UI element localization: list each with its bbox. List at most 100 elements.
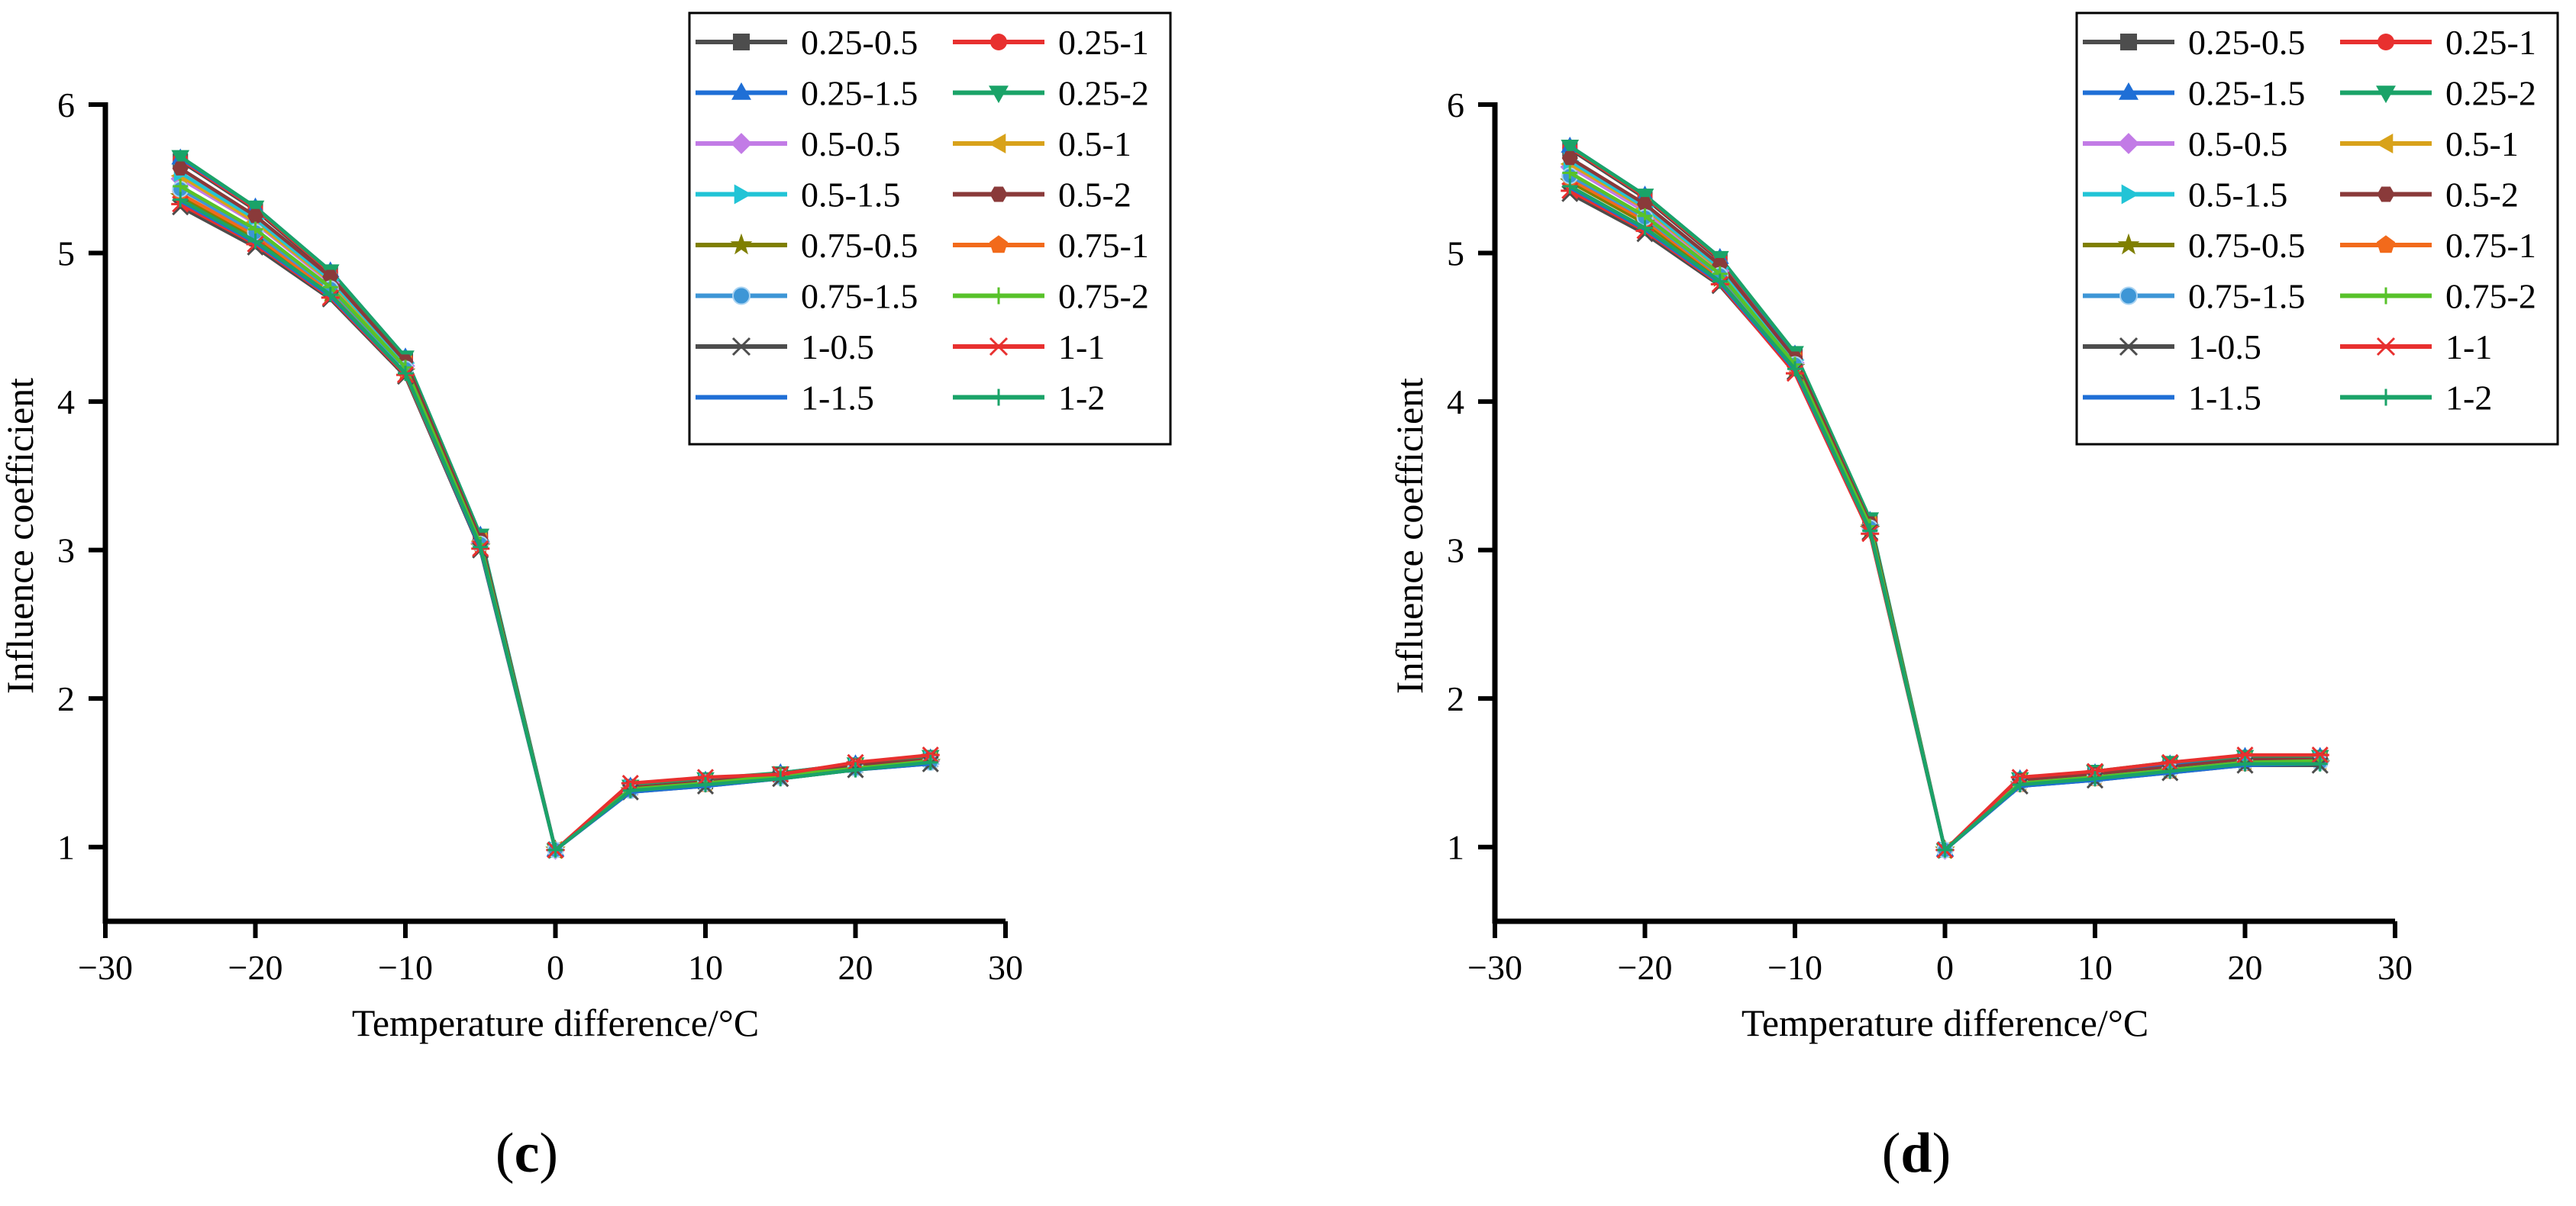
data-point — [246, 200, 265, 217]
x-tick-label: −30 — [1467, 948, 1522, 987]
legend-swatch-marker — [2375, 337, 2397, 356]
legend-entry-0.25-1: 0.25-1 — [2340, 23, 2536, 62]
data-point — [1937, 842, 1953, 858]
x-tick-label: 20 — [2228, 948, 2263, 987]
data-point — [247, 208, 264, 224]
x-tick-label: 30 — [988, 948, 1023, 987]
legend-label: 0.5-0.5 — [2188, 124, 2287, 163]
data-point — [2237, 756, 2253, 772]
legend-label: 0.75-0.5 — [801, 226, 918, 265]
legend-swatch-marker — [731, 337, 751, 356]
y-tick-label: 3 — [1447, 531, 1464, 570]
data-point — [2235, 746, 2255, 764]
panel-label-d: (d) — [1882, 1122, 1951, 1185]
legend-swatch-marker — [2119, 82, 2139, 100]
legend-label: 1-1.5 — [2188, 379, 2261, 418]
legend-label: 0.5-1.5 — [2188, 176, 2287, 214]
x-tick-label: 0 — [1936, 948, 1954, 987]
legend-entry-1-1.5: 1-1.5 — [2083, 379, 2261, 418]
data-point — [1635, 189, 1654, 205]
legend-swatch-marker — [990, 287, 1007, 305]
legend-label: 0.75-2 — [2445, 277, 2536, 316]
legend-entry-0.25-1.5: 0.25-1.5 — [2083, 74, 2305, 113]
y-tick-label: 2 — [57, 679, 75, 718]
legend-entry-0.25-1.5: 0.25-1.5 — [696, 74, 918, 113]
legend-label: 0.75-1 — [2445, 226, 2536, 265]
data-point — [473, 539, 489, 555]
legend-swatch-marker — [2377, 389, 2394, 406]
legend-swatch-marker — [2377, 287, 2394, 305]
data-point — [2162, 763, 2178, 779]
panel-label-d-letter: d — [1900, 1122, 1932, 1185]
data-point — [2310, 746, 2329, 764]
data-point — [2012, 777, 2028, 793]
legend-label: 0.5-2 — [1058, 176, 1131, 214]
legend-label: 1-1 — [2445, 327, 2492, 366]
legend-entry-1-1.5: 1-1.5 — [696, 379, 874, 418]
panel-label-c: (c) — [496, 1122, 558, 1185]
legend-entry-0.75-0.5: 0.75-0.5 — [696, 226, 918, 265]
legend-label: 0.75-1.5 — [801, 277, 918, 316]
legend-entry-0.5-2: 0.5-2 — [2340, 176, 2519, 214]
legend: 0.25-0.5 0.25-1 0.25-1.5 0.25-2 0.5-0.5 0.5-1… — [2075, 11, 2559, 446]
legend-swatch-marker — [2119, 286, 2138, 305]
legend-entry-0.75-1: 0.75-1 — [2340, 226, 2536, 265]
series-1-2 — [173, 192, 938, 858]
legend-swatch-marker — [989, 186, 1008, 202]
legend-entry-0.25-2: 0.25-2 — [2340, 74, 2536, 113]
legend-swatch-marker — [2119, 337, 2139, 356]
data-point — [2087, 771, 2103, 787]
y-tick-label: 6 — [57, 85, 75, 124]
legend-label: 0.25-1 — [1058, 23, 1149, 62]
legend-label: 1-0.5 — [2188, 327, 2261, 366]
legend-swatch-marker — [731, 82, 751, 100]
data-point — [171, 150, 190, 166]
chart-panel-c: −30 −20 −10 0 10 20 30 1 2 3 4 5 6 Temperature differ… — [0, 11, 1172, 1044]
data-point — [173, 179, 189, 194]
legend-entry-1-2: 1-2 — [2340, 379, 2492, 418]
x-axis-label: Temperature difference/°C — [1742, 1001, 2148, 1044]
legend-label: 0.25-0.5 — [2188, 23, 2305, 62]
legend-label: 0.5-1 — [1058, 124, 1131, 163]
x-tick-label: −10 — [1767, 948, 1822, 987]
legend-label: 0.75-0.5 — [2188, 226, 2305, 265]
data-point — [622, 782, 638, 798]
data-point — [698, 777, 713, 793]
legend-swatch-marker — [990, 34, 1007, 50]
data-point — [547, 842, 563, 858]
y-tick-label: 2 — [1447, 679, 1464, 718]
legend-swatch-marker — [990, 389, 1007, 406]
legend-label: 0.25-1 — [2445, 23, 2536, 62]
legend-swatch-marker — [988, 134, 1006, 153]
legend-entry-0.75-1: 0.75-1 — [953, 226, 1149, 265]
data-point — [173, 192, 189, 208]
legend-label: 0.25-1.5 — [801, 74, 918, 113]
series-1-2 — [1562, 179, 2328, 858]
y-tick-label: 3 — [57, 531, 75, 570]
data-point — [1562, 179, 1578, 194]
data-point — [2161, 753, 2180, 771]
legend-swatch-marker — [2118, 133, 2139, 154]
y-axis-label: Influence coefficient — [0, 378, 41, 694]
legend-swatch-marker — [2376, 235, 2396, 253]
data-point — [1562, 165, 1578, 181]
data-point — [847, 762, 864, 778]
legend: 0.25-0.5 0.25-1 0.25-1.5 0.25-2 0.5-0.5 0.5-1… — [688, 11, 1172, 446]
legend-swatch-marker — [734, 184, 752, 205]
data-point — [322, 287, 338, 303]
legend-entry-0.75-0.5: 0.75-0.5 — [2083, 226, 2305, 265]
x-tick-label: 30 — [2377, 948, 2413, 987]
chart-panel-d: −30 −20 −10 0 10 20 30 1 2 3 4 5 6 Temperature differ… — [1388, 11, 2559, 1044]
legend-entry-0.75-1.5: 0.75-1.5 — [696, 277, 918, 316]
x-tick-label: −30 — [78, 948, 133, 987]
legend-entry-0.25-2: 0.25-2 — [953, 74, 1149, 113]
x-tick-label: −10 — [378, 948, 433, 987]
panel-label-c-letter: c — [515, 1122, 540, 1185]
legend-box — [2075, 11, 2559, 446]
legend-label: 1-0.5 — [801, 327, 874, 366]
legend-entry-1-1: 1-1 — [953, 327, 1105, 366]
legend-label: 0.25-2 — [1058, 74, 1149, 113]
legend-swatch-marker — [731, 133, 752, 154]
legend-label: 0.25-0.5 — [801, 23, 918, 62]
